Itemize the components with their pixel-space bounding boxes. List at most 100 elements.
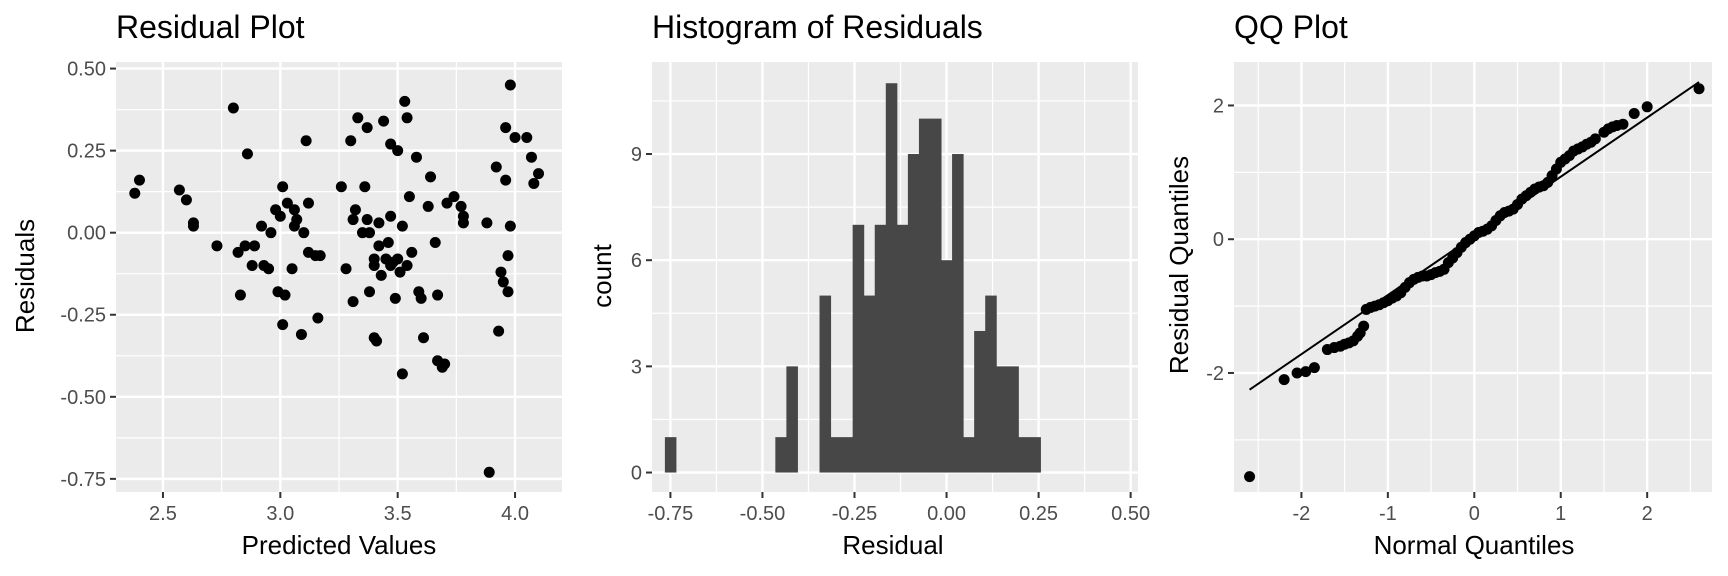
residual-plot-x-tick-label: 3.5 (384, 503, 412, 525)
residual-plot-y-tick-label: 0.50 (67, 59, 106, 81)
histogram-x-axis-title: Residual (842, 530, 943, 560)
residual-point (500, 174, 512, 186)
residual-point (180, 194, 192, 206)
residual-point (504, 220, 516, 232)
histogram-x-tick-label: -0.25 (832, 503, 878, 525)
qq-plot-y-tick-label: 2 (1213, 95, 1224, 117)
residual-point (256, 220, 268, 232)
residual-point (422, 200, 434, 212)
residual-point (533, 168, 545, 180)
histogram-bar (786, 366, 798, 473)
histogram-bar (941, 260, 953, 473)
qq-point (1278, 374, 1290, 386)
qq-plot-area (1234, 62, 1712, 492)
histogram-x-tick-label: 0.00 (927, 503, 966, 525)
residual-point (302, 197, 314, 209)
histogram-bar (1007, 366, 1019, 473)
residual-point (274, 210, 286, 222)
residual-point (187, 220, 199, 232)
histogram-x-tick-label: 0.25 (1019, 503, 1058, 525)
histogram-y-axis-title: count (587, 243, 617, 307)
residual-point (457, 217, 469, 229)
histogram-bar (852, 224, 865, 473)
residual-point (493, 325, 505, 337)
residual-point (347, 214, 359, 226)
residual-point (364, 227, 376, 239)
residual-point (295, 328, 307, 340)
residual-point (432, 289, 444, 301)
residual-plot-x-tick-label: 4.0 (501, 503, 529, 525)
residual-plot-x-tick-label: 2.5 (149, 503, 177, 525)
residual-plot-title: Residual Plot (116, 9, 305, 45)
histogram-x-tick-label: 0.50 (1111, 503, 1150, 525)
residual-point (234, 289, 246, 301)
qq-point (1693, 83, 1705, 95)
residual-point (277, 319, 289, 331)
histogram-ticks: -0.75 -0.50 -0.25 0.00 0.25 0.50 0 3 6 9 (631, 144, 1150, 525)
residual-plot-points (129, 79, 545, 478)
residual-point (385, 210, 397, 222)
residual-point (314, 250, 326, 262)
qq-plot-title: QQ Plot (1234, 9, 1348, 45)
qq-point (1628, 107, 1640, 119)
residual-point (521, 131, 533, 143)
histogram-bar (874, 224, 887, 473)
residual-point (455, 200, 467, 212)
residual-plot-y-tick-label: 0.25 (67, 141, 106, 163)
residual-point (279, 289, 291, 301)
residual-point (528, 177, 540, 189)
residual-point (396, 368, 408, 380)
residual-point (490, 161, 502, 173)
histogram-bar (896, 224, 909, 473)
residual-point (441, 197, 453, 209)
residual-point (399, 95, 411, 107)
residual-plot-y-tick-label: -0.50 (60, 387, 106, 409)
residual-point (359, 181, 371, 193)
residual-point (375, 269, 387, 281)
residual-plot-x-tick-label: 3.0 (266, 503, 294, 525)
residual-point (502, 286, 514, 298)
histogram-bar (1029, 437, 1041, 473)
qq-plot-x-tick-label: 0 (1469, 503, 1480, 525)
residual-plot-ticks: 2.5 3.0 3.5 4.0 -0.75 -0.50 -0.25 0.00 0.25 0.50 (60, 59, 529, 525)
residual-point (396, 220, 408, 232)
qq-point (1244, 471, 1256, 483)
residual-point (401, 260, 413, 272)
residual-point (425, 171, 437, 183)
histogram-bar (664, 437, 677, 473)
qq-plot-y-tick-label: 0 (1213, 229, 1224, 251)
residual-point (129, 187, 141, 199)
histogram-bar (929, 118, 942, 473)
residual-point (373, 217, 385, 229)
histogram-bar (863, 295, 876, 473)
residual-point (335, 181, 347, 193)
residual-point (248, 240, 260, 252)
histogram-bar (996, 366, 1008, 473)
qq-point (1589, 133, 1601, 145)
residual-plot-y-tick-label: -0.75 (60, 469, 106, 491)
residual-point (227, 102, 239, 114)
qq-plot-grid (1234, 62, 1712, 492)
qq-point (1641, 101, 1653, 113)
residual-point (361, 214, 373, 226)
residual-point (286, 263, 298, 275)
histogram-bar (907, 154, 920, 473)
histogram-y-tick-label: 0 (631, 463, 642, 485)
histogram-bar (974, 330, 986, 473)
residual-point (500, 122, 512, 134)
histogram-x-tick-label: -0.50 (740, 503, 786, 525)
residual-point (349, 204, 361, 216)
residual-plot-panel: 2.5 3.0 3.5 4.0-0.75-0.50-0.250.000.250.50 … (10, 9, 562, 560)
residual-point (418, 332, 430, 344)
residual-point (439, 358, 451, 370)
residual-point (364, 286, 376, 298)
residual-plot-y-axis-title: Residuals (10, 219, 40, 333)
residual-point (277, 181, 289, 193)
residual-point (415, 292, 427, 304)
residual-point (392, 145, 404, 157)
residual-point (173, 184, 185, 196)
residual-point (133, 174, 145, 186)
histogram-bar (952, 154, 964, 473)
histogram-y-tick-label: 6 (631, 250, 642, 272)
residual-point (263, 263, 275, 275)
